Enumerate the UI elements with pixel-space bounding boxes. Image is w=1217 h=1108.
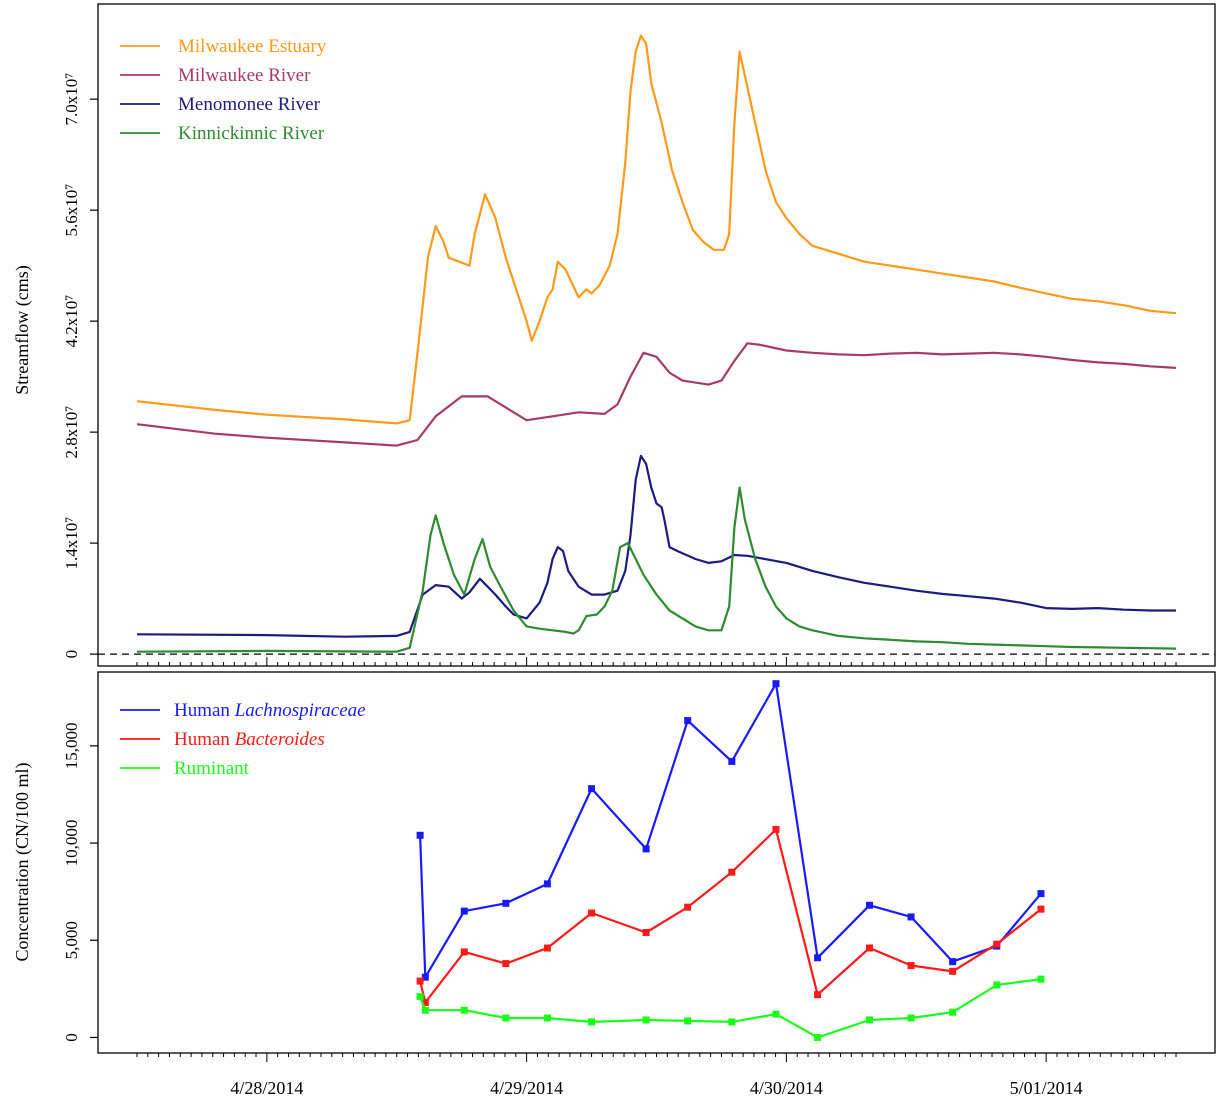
top-legend-label: Menomonee River — [178, 94, 321, 115]
bottom-series-point-2 — [866, 944, 874, 952]
bottom-series-point-3 — [416, 993, 424, 1001]
bottom-y-tick-label: 5,000 — [62, 921, 81, 959]
bottom-series-point-3 — [814, 1033, 822, 1041]
bottom-y-tick-label: 15,000 — [62, 722, 81, 769]
bottom-series-point-1 — [642, 845, 650, 853]
bottom-series-point-2 — [460, 948, 468, 956]
bottom-series-point-1 — [728, 757, 736, 765]
bottom-series-point-3 — [421, 1006, 429, 1014]
top-series-line-1 — [136, 34, 1177, 425]
top-legend-label: Kinnickinnic River — [178, 123, 325, 144]
bottom-series-point-3 — [907, 1014, 915, 1022]
bottom-series-point-1 — [907, 913, 915, 921]
top-legend: Milwaukee Estuary Milwaukee River Menomone… — [120, 36, 327, 144]
bottom-x-axis: 4/28/2014 4/29/2014 4/30/2014 5/01/2014 — [136, 1053, 1177, 1098]
bottom-legend-label-prefix: Human — [174, 700, 235, 721]
bottom-y-axis: 0 5,000 10,000 15,000 — [62, 722, 98, 1042]
bottom-series-point-3 — [728, 1018, 736, 1026]
bottom-series-point-2 — [993, 940, 1001, 948]
bottom-series-point-2 — [421, 998, 429, 1006]
top-series-group — [136, 34, 1177, 653]
bottom-series-point-1 — [460, 907, 468, 915]
top-y-axis-label: Streamflow (cms) — [12, 265, 33, 394]
bottom-series-line-1 — [419, 682, 1042, 979]
top-y-axis: 0 1.4x10⁷ 2.8x10⁷ 4.2x10⁷ 5.6x10⁷ 7.0x10⁷ — [62, 73, 98, 659]
bottom-series-point-3 — [642, 1016, 650, 1024]
bottom-series-point-1 — [684, 717, 692, 725]
bottom-series-point-2 — [543, 944, 551, 952]
bottom-series-point-2 — [728, 868, 736, 876]
bottom-series-point-3 — [949, 1008, 957, 1016]
bottom-y-tick-label: 10,000 — [62, 820, 81, 867]
top-y-tick-label: 7.0x10⁷ — [62, 73, 81, 126]
top-legend-label: Milwaukee Estuary — [178, 36, 327, 57]
bottom-series-point-1 — [1037, 890, 1045, 898]
bottom-legend-label-prefix: Human — [174, 729, 235, 750]
bottom-series-point-3 — [1037, 975, 1045, 983]
bottom-series-point-3 — [993, 981, 1001, 989]
top-series-line-2 — [136, 342, 1177, 447]
bottom-series-point-2 — [907, 962, 915, 970]
bottom-series-point-1 — [814, 954, 822, 962]
bottom-x-tick-label: 5/01/2014 — [1010, 1078, 1083, 1098]
bottom-series-point-3 — [588, 1018, 596, 1026]
top-series-line-4 — [136, 486, 1177, 653]
bottom-legend-label: Human Bacteroides — [174, 729, 325, 750]
bottom-legend-label: Ruminant — [174, 758, 250, 779]
top-y-tick-label: 0 — [62, 650, 81, 659]
top-series-line-3 — [136, 454, 1176, 638]
bottom-series-point-1 — [772, 680, 780, 688]
bottom-series-point-1 — [949, 958, 957, 966]
bottom-series-point-2 — [814, 991, 822, 999]
top-y-tick-label: 1.4x10⁷ — [62, 517, 81, 570]
bottom-legend-label-taxon: Lachnospiraceae — [234, 700, 366, 721]
bottom-series-line-3 — [419, 978, 1042, 1039]
bottom-panel: 0 5,000 10,000 15,000 4/28/2014 4/29/2014 4/3… — [12, 671, 1216, 1098]
bottom-series-point-2 — [684, 903, 692, 911]
bottom-x-tick-label: 4/30/2014 — [750, 1078, 823, 1098]
bottom-series-point-1 — [421, 973, 429, 981]
bottom-series-point-1 — [416, 831, 424, 839]
bottom-series-point-2 — [416, 977, 424, 985]
bottom-series-point-3 — [684, 1017, 692, 1025]
bottom-series-point-2 — [502, 960, 510, 968]
top-y-tick-label: 2.8x10⁷ — [62, 406, 81, 459]
bottom-series-point-1 — [543, 880, 551, 888]
bottom-series-point-3 — [772, 1010, 780, 1018]
bottom-series-point-3 — [866, 1016, 874, 1024]
bottom-series-point-1 — [866, 901, 874, 909]
top-y-tick-label: 4.2x10⁷ — [62, 295, 81, 348]
bottom-legend-label-prefix: Ruminant — [174, 758, 250, 779]
bottom-series-point-3 — [460, 1006, 468, 1014]
bottom-series-point-2 — [642, 928, 650, 936]
bottom-legend-label-taxon: Bacteroides — [235, 729, 325, 750]
top-x-ticks — [136, 657, 1177, 666]
bottom-series-line-2 — [419, 828, 1042, 1004]
top-legend-label: Milwaukee River — [178, 65, 311, 86]
bottom-series-group — [416, 680, 1045, 1041]
bottom-series-point-2 — [949, 967, 957, 975]
bottom-series-point-2 — [588, 909, 596, 917]
bottom-series-point-3 — [502, 1014, 510, 1022]
top-panel: 0 1.4x10⁷ 2.8x10⁷ 4.2x10⁷ 5.6x10⁷ 7.0x10⁷ Mil… — [12, 3, 1216, 667]
bottom-x-tick-label: 4/28/2014 — [230, 1078, 303, 1098]
bottom-series-point-1 — [588, 785, 596, 793]
bottom-series-point-3 — [543, 1014, 551, 1022]
bottom-legend-label: Human Lachnospiraceae — [174, 700, 366, 721]
bottom-series-point-2 — [772, 825, 780, 833]
top-y-tick-label: 5.6x10⁷ — [62, 184, 81, 237]
bottom-y-tick-label: 0 — [62, 1033, 81, 1042]
bottom-x-tick-label: 4/29/2014 — [490, 1078, 563, 1098]
bottom-series-point-1 — [502, 899, 510, 907]
bottom-y-axis-label: Concentration (CN/100 ml) — [12, 763, 33, 962]
bottom-series-point-2 — [1037, 905, 1045, 913]
